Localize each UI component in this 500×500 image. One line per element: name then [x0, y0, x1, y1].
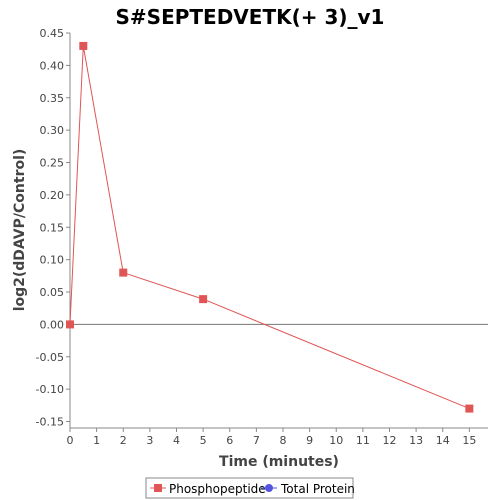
- legend-marker-phosphopeptide: [154, 484, 162, 492]
- x-tick-label: 4: [173, 434, 180, 447]
- data-point-phosphopeptide: [79, 41, 88, 50]
- plot-area: [70, 33, 488, 428]
- x-tick-label: 6: [226, 434, 233, 447]
- y-axis-label: log2(dDAVP/Control): [12, 149, 28, 312]
- x-tick-label: 0: [67, 434, 74, 447]
- y-tick-label: 0.40: [40, 59, 65, 72]
- x-axis-label: Time (minutes): [219, 454, 339, 470]
- x-tick-label: 12: [382, 434, 396, 447]
- data-point-phosphopeptide: [465, 404, 474, 413]
- axes: [69, 33, 488, 429]
- x-tick-label: 14: [436, 434, 450, 447]
- y-tick-label: 0.35: [40, 92, 65, 105]
- legend-item-phosphopeptide: Phosphopeptide: [150, 482, 266, 496]
- y-tick-label: -0.10: [36, 383, 64, 396]
- y-tick-label: 0.20: [40, 189, 65, 202]
- y-tick-label: -0.15: [36, 416, 64, 429]
- legend-label-total-protein: Total Protein: [280, 482, 355, 496]
- x-tick-label: 3: [146, 434, 153, 447]
- y-tick-label: 0.45: [40, 27, 65, 40]
- y-tick-label: -0.05: [36, 351, 64, 364]
- x-tick-label: 8: [279, 434, 286, 447]
- legend-box: [145, 477, 354, 499]
- y-tick-label: 0.15: [40, 221, 65, 234]
- data-point-phosphopeptide: [119, 268, 128, 277]
- series-layer: [66, 41, 474, 413]
- chart-title: S#SEPTEDVETK(+ 3)_v1: [116, 5, 385, 29]
- x-tick-label: 7: [253, 434, 260, 447]
- y-ticks: -0.15 -0.10 -0.05 0.00 0.05 0.10 0.15 0.20 0.25 0…: [36, 27, 70, 429]
- x-tick-label: 10: [329, 434, 343, 447]
- x-ticks: 0 1 2 3 4 5 6 7 8 9 10 11 12 13 14 15: [67, 428, 476, 447]
- legend-item-total-protein: Total Protein: [261, 482, 355, 496]
- x-tick-label: 11: [356, 434, 370, 447]
- legend-label-phosphopeptide: Phosphopeptide: [169, 482, 266, 496]
- y-tick-label: 0.10: [40, 254, 65, 267]
- legend: Phosphopeptide Total Protein: [145, 477, 355, 499]
- x-tick-label: 5: [200, 434, 207, 447]
- x-tick-label: 15: [462, 434, 476, 447]
- x-tick-label: 2: [120, 434, 127, 447]
- data-point-phosphopeptide: [66, 320, 74, 329]
- y-tick-label: 0.25: [40, 157, 65, 170]
- x-tick-label: 1: [93, 434, 100, 447]
- data-point-phosphopeptide: [199, 295, 208, 304]
- x-tick-label: 9: [306, 434, 313, 447]
- y-tick-label: 0.30: [40, 124, 65, 137]
- x-tick-label: 13: [409, 434, 423, 447]
- legend-marker-total-protein: [265, 484, 273, 492]
- y-tick-label: 0.05: [40, 286, 65, 299]
- y-tick-label: 0.00: [40, 318, 65, 331]
